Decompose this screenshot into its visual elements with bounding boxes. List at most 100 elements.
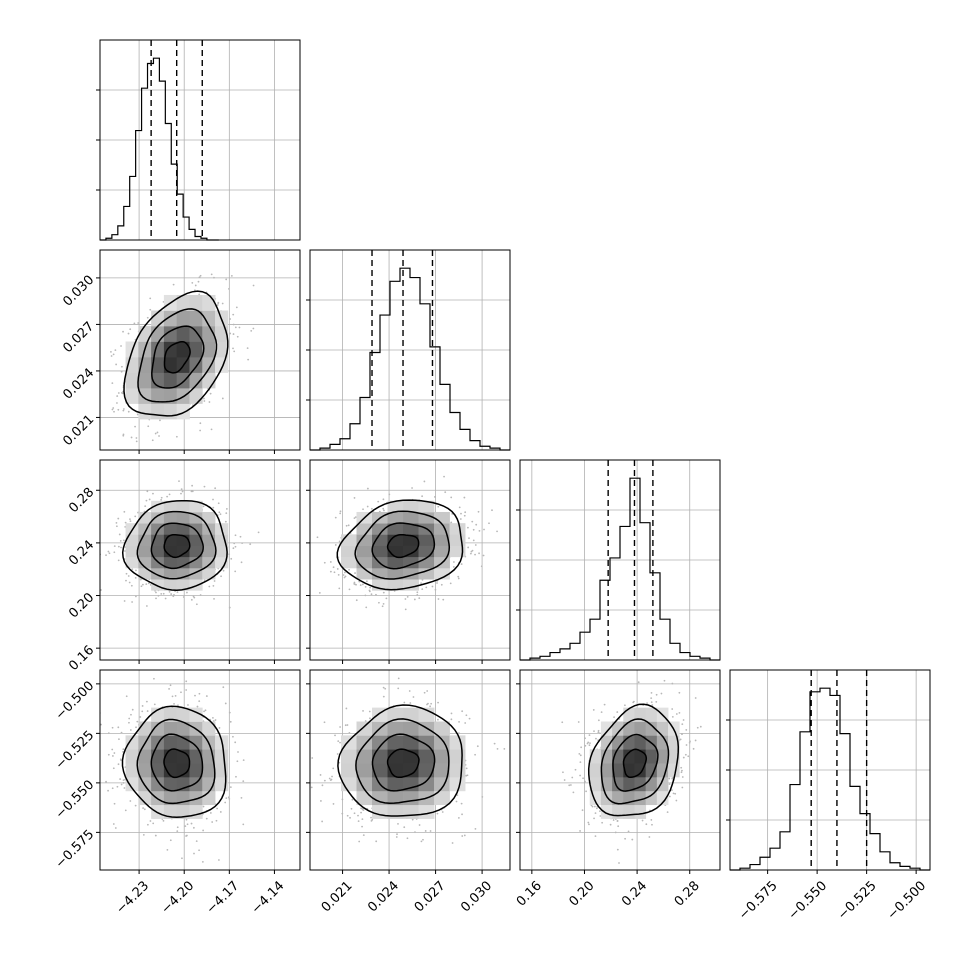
density-cell: [623, 707, 635, 722]
scatter-point: [212, 498, 214, 501]
density-cell: [189, 500, 203, 513]
scatter-point: [350, 807, 353, 810]
scatter-point: [229, 786, 232, 789]
density-cell: [138, 556, 152, 569]
density-cell: [138, 545, 152, 558]
scatter-point: [474, 753, 476, 756]
scatter-point: [341, 812, 344, 815]
density-cell: [176, 579, 190, 591]
scatter-point: [145, 700, 148, 703]
scatter-point: [414, 831, 416, 834]
scatter-point: [146, 316, 149, 319]
contour-0.5-sigma: [386, 748, 420, 779]
density-cell: [645, 790, 658, 806]
scatter-point: [107, 550, 110, 553]
density-cell: [372, 534, 388, 546]
density-cell: [403, 534, 419, 546]
density-cell: [125, 763, 139, 778]
scatter-point: [581, 809, 584, 812]
scatter-point: [675, 713, 678, 715]
scatter-point: [449, 582, 452, 585]
scatter-point: [345, 707, 348, 710]
density-cell: [138, 387, 152, 404]
density-cell: [612, 749, 624, 764]
density-cell: [125, 735, 139, 750]
x-tick-label: 0.024: [365, 878, 402, 915]
scatter-point: [406, 837, 409, 840]
scatter-point: [594, 805, 596, 808]
density-cell: [202, 341, 216, 358]
scatter-point: [168, 493, 171, 496]
contour-2-sigma: [123, 290, 229, 417]
scatter-point: [120, 546, 122, 549]
scatter-point: [235, 775, 237, 778]
density-cell: [634, 707, 647, 722]
scatter-point: [476, 745, 479, 748]
scatter-point: [416, 593, 419, 596]
density-cell: [151, 776, 165, 792]
scatter-point: [111, 382, 114, 385]
scatter-point: [147, 425, 150, 428]
scatter-point: [337, 740, 340, 742]
scatter-point: [323, 721, 326, 724]
scatter-point: [234, 534, 237, 537]
scatter-point: [650, 697, 653, 700]
y-tick-label: −0.500: [53, 679, 98, 724]
scatter-point: [342, 574, 345, 576]
x-tick-label: −0.500: [885, 878, 930, 923]
scatter-point: [191, 484, 194, 487]
scatter-point: [131, 568, 134, 571]
density-cell: [434, 749, 450, 764]
scatter-point: [133, 322, 136, 325]
scatter-point: [221, 302, 224, 305]
scatter-point: [672, 792, 675, 795]
scatter-point: [382, 695, 385, 698]
scatter-point: [458, 721, 460, 723]
scatter-point: [684, 753, 687, 756]
scatter-point: [403, 826, 406, 829]
scatter-point: [600, 711, 603, 714]
scatter-point: [225, 512, 228, 515]
scatter-point: [612, 819, 615, 821]
scatter-point: [503, 747, 506, 750]
density-cell: [176, 804, 190, 819]
scatter-point: [321, 820, 324, 823]
density-panel-3-0: [96, 669, 301, 874]
y-tick-label: −0.550: [53, 778, 98, 823]
scatter-point: [145, 583, 148, 586]
density-cell: [125, 749, 139, 764]
density-cell: [612, 763, 624, 778]
scatter-point: [130, 584, 133, 587]
scatter-point: [584, 744, 587, 747]
scatter-point: [377, 500, 380, 503]
scatter-point: [353, 497, 356, 499]
scatter-point: [229, 720, 232, 723]
scatter-point: [203, 397, 205, 400]
scatter-point: [111, 726, 114, 729]
scatter-point: [186, 834, 188, 837]
scatter-point: [574, 768, 577, 771]
scatter-point: [113, 551, 116, 554]
scatter-point: [117, 408, 120, 411]
scatter-point: [358, 840, 361, 843]
density-cell: [449, 763, 466, 778]
scatter-point: [434, 588, 437, 591]
scatter-point: [108, 552, 111, 555]
density-cell: [189, 556, 203, 569]
density-cell: [623, 721, 635, 736]
x-tick-label: 0.16: [514, 878, 545, 909]
density-cell: [176, 763, 190, 778]
scatter-point: [117, 763, 120, 766]
density-cell: [138, 763, 152, 778]
scatter-point: [572, 791, 575, 794]
scatter-point: [110, 350, 112, 353]
scatter-point: [117, 726, 120, 729]
scatter-point: [655, 700, 658, 703]
scatter-point: [219, 811, 222, 813]
contour-1-sigma: [371, 522, 436, 570]
scatter-point: [199, 594, 202, 596]
scatter-point: [397, 822, 399, 825]
scatter-point: [472, 528, 475, 531]
scatter-point: [116, 395, 119, 397]
contour-1-sigma: [150, 733, 204, 792]
